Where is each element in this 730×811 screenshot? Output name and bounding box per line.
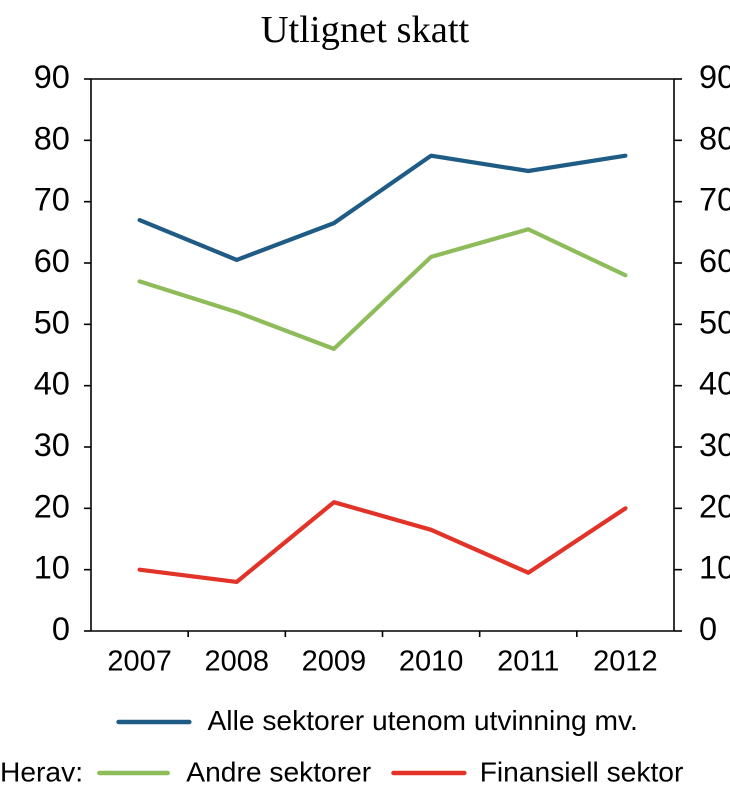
svg-text:Finansiell sektor: Finansiell sektor bbox=[480, 755, 684, 787]
svg-text:80: 80 bbox=[34, 120, 70, 156]
svg-text:30: 30 bbox=[34, 427, 70, 463]
svg-text:40: 40 bbox=[699, 366, 730, 402]
svg-text:60: 60 bbox=[699, 243, 730, 279]
svg-text:10: 10 bbox=[34, 550, 70, 586]
svg-text:Alle sektorer utenom utvinning: Alle sektorer utenom utvinning mv. bbox=[208, 704, 638, 736]
svg-text:2007: 2007 bbox=[107, 646, 172, 678]
svg-text:30: 30 bbox=[699, 427, 730, 463]
svg-text:0: 0 bbox=[699, 611, 717, 647]
svg-text:90: 90 bbox=[699, 59, 730, 95]
svg-text:50: 50 bbox=[34, 304, 70, 340]
svg-text:80: 80 bbox=[699, 120, 730, 156]
svg-text:60: 60 bbox=[34, 243, 70, 279]
svg-text:2010: 2010 bbox=[399, 646, 464, 678]
svg-text:Herav:: Herav: bbox=[0, 755, 83, 787]
svg-text:2009: 2009 bbox=[302, 646, 367, 678]
svg-text:40: 40 bbox=[34, 366, 70, 402]
svg-text:2012: 2012 bbox=[593, 646, 658, 678]
svg-text:20: 20 bbox=[699, 488, 730, 524]
svg-text:70: 70 bbox=[699, 182, 730, 218]
svg-text:90: 90 bbox=[34, 59, 70, 95]
svg-text:70: 70 bbox=[34, 182, 70, 218]
svg-text:0: 0 bbox=[52, 611, 70, 647]
svg-text:Andre sektorer: Andre sektorer bbox=[186, 755, 371, 787]
svg-text:10: 10 bbox=[699, 550, 730, 586]
svg-text:50: 50 bbox=[699, 304, 730, 340]
svg-text:20: 20 bbox=[34, 488, 70, 524]
svg-text:2008: 2008 bbox=[204, 646, 269, 678]
svg-text:2011: 2011 bbox=[497, 646, 559, 678]
